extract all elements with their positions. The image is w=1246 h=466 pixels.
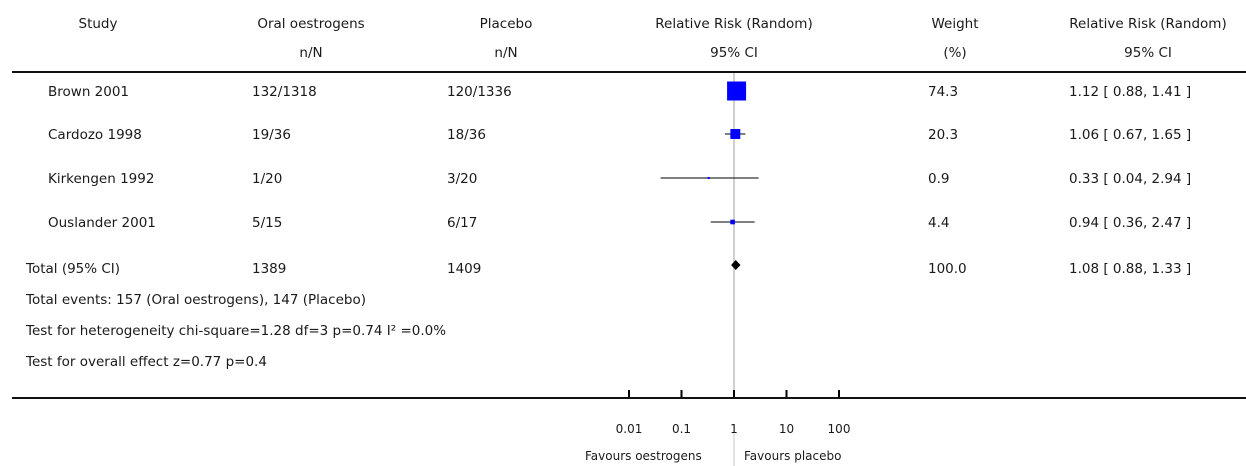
study-name: Cardozo 1998 [48, 127, 142, 143]
study-name: Brown 2001 [48, 84, 130, 100]
header-group1-title: Oral oestrogens [257, 16, 365, 32]
tick-label: 1 [730, 422, 738, 436]
study-group2-count: 120/1336 [447, 84, 512, 100]
study-group2-count: 18/36 [447, 127, 486, 143]
tick-label: 0.1 [671, 422, 692, 436]
study-weight: 4.4 [928, 215, 950, 231]
header-group1-sub: n/N [299, 45, 323, 61]
favours-right-label: Favours placebo [744, 449, 842, 463]
header-study: Study [78, 16, 118, 32]
header-weight-title: Weight [931, 16, 979, 32]
tick-label: 100 [827, 422, 851, 436]
study-name: Kirkengen 1992 [48, 171, 155, 187]
study-group2-count: 3/20 [447, 171, 478, 187]
pooled-diamond [731, 260, 741, 270]
study-weight: 0.9 [928, 171, 950, 187]
total-group1: 1389 [252, 261, 287, 277]
study-weight: 20.3 [928, 127, 959, 143]
header-group2-title: Placebo [479, 16, 533, 32]
study-ci-text: 0.33 [ 0.04, 2.94 ] [1069, 171, 1192, 187]
study-group1-count: 1/20 [252, 171, 283, 187]
study-group1-count: 132/1318 [252, 84, 317, 100]
header-ci-title: Relative Risk (Random) [1069, 16, 1227, 32]
bottom-rule [12, 397, 1246, 399]
header-group2-sub: n/N [494, 45, 518, 61]
study-ci-text: 1.12 [ 0.88, 1.41 ] [1069, 84, 1192, 100]
study-ci-text: 0.94 [ 0.36, 2.47 ] [1069, 215, 1192, 231]
overall-effect-note: Test for overall effect z=0.77 p=0.4 [26, 354, 267, 370]
study-effect-square [727, 81, 747, 101]
total-group2: 1409 [447, 261, 482, 277]
study-group1-count: 19/36 [252, 127, 291, 143]
heterogeneity-note: Test for heterogeneity chi-square=1.28 d… [26, 323, 447, 339]
study-effect-square [730, 129, 741, 139]
study-effect-square [707, 176, 710, 180]
study-group1-count: 5/15 [252, 215, 283, 231]
total-weight: 100.0 [928, 261, 967, 277]
favours-left-label: Favours oestrogens [585, 449, 702, 463]
study-name: Ouslander 2001 [48, 215, 156, 231]
study-ci-text: 1.06 [ 0.67, 1.65 ] [1069, 127, 1192, 143]
tick-label: 10 [778, 422, 795, 436]
study-weight: 74.3 [928, 84, 959, 100]
total-ci-text: 1.08 [ 0.88, 1.33 ] [1069, 261, 1192, 277]
tick-label: 0.01 [615, 422, 643, 436]
header-effect-sub: 95% CI [710, 45, 758, 61]
header-weight-sub: (%) [943, 45, 967, 61]
total-events-note: Total events: 157 (Oral oestrogens), 147… [26, 292, 366, 308]
study-effect-square [730, 219, 735, 225]
header-rule [12, 71, 1246, 73]
study-group2-count: 6/17 [447, 215, 478, 231]
header-effect-title: Relative Risk (Random) [655, 16, 813, 32]
total-label: Total (95% CI) [26, 261, 121, 277]
header-ci-sub: 95% CI [1124, 45, 1172, 61]
